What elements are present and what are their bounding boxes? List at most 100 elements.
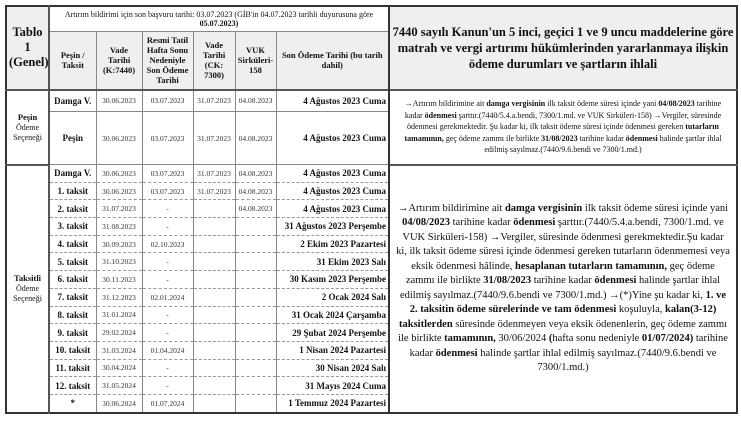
installment-label: 3. taksit: [48, 217, 97, 236]
table-title: 7440 sayılı Kanun'un 5 inci, geçici 1 ve…: [388, 5, 738, 90]
table-row: 7. taksit 31.12.2023 02.01.2024 2 Ocak 2024…: [6, 287, 737, 307]
note-segment: ödenmesi: [435, 347, 478, 359]
table-row: 9. taksit 29.02.2024- 29 Şubat 2024 Perşem…: [6, 323, 737, 342]
final-payment-date: 4 Ağustos 2023 Cuma: [275, 199, 390, 219]
note-segment: 1. ve 2. taksitin ödeme sürelerinde ve t…: [409, 289, 727, 316]
note-segment: tarihine kadar: [409, 333, 728, 359]
due-date-ck: [192, 340, 236, 360]
due-date: 30.06.2023: [95, 111, 143, 165]
due-date: 30.04.2024: [95, 358, 143, 378]
due-date-ck: 31.07.2023: [192, 88, 236, 112]
holiday-due-date: 03.07.2023: [141, 181, 194, 201]
note-segment: 04/08/2023: [658, 99, 695, 109]
column-header: Peşin / Taksit: [48, 31, 97, 90]
final-payment-date: 31 Mayıs 2024 Cuma: [275, 376, 390, 395]
due-date-ck: [192, 323, 236, 342]
note-segment: 31/08/2023: [541, 133, 578, 143]
holiday-due-date: -: [141, 376, 194, 395]
due-date-ck: [192, 199, 236, 219]
note-segment: damga vergisinin: [486, 99, 546, 109]
note-segment: ödenmesi: [594, 275, 637, 287]
vuk-date: [234, 305, 277, 325]
column-header: Son Ödeme Tarihi (bu tarih dahil): [275, 31, 390, 90]
holiday-due-date: -: [141, 323, 194, 342]
note-segment: ilk taksit ödeme süresi içinde yani: [582, 202, 729, 214]
final-payment-date: 30 Kasım 2023 Perşembe: [275, 270, 390, 289]
note-segment: ödenmesi: [625, 133, 658, 143]
holiday-due-date: 03.07.2023: [141, 164, 194, 183]
final-payment-date: 2 Ocak 2024 Salı: [275, 287, 390, 307]
column-header: Vade Tarihi (K:7440): [95, 31, 143, 90]
table-row: 10. taksit 31.03.2024 01.04.2024 1 Nisan 20…: [6, 340, 737, 360]
due-date: 31.05.2024: [95, 376, 143, 395]
installment-label: Damga V.: [48, 164, 97, 183]
note-segment: şarttır.(7440/5.4.a.bendi, 7300/1.md. ve…: [396, 217, 730, 272]
note-segment: tarihine kadar: [577, 133, 626, 143]
note-segment: damga vergisinin: [504, 202, 583, 214]
vuk-date: [234, 287, 277, 307]
final-payment-date: 29 Şubat 2024 Perşembe: [275, 323, 390, 342]
note-segment: tamamının,: [444, 333, 496, 345]
vuk-date: [234, 270, 277, 289]
note-segment: tarihine kadar: [404, 99, 722, 120]
due-date-ck: [192, 270, 236, 289]
due-date: 29.02.2024: [95, 323, 143, 342]
table-row: 8. taksit 31.01.2024- 31 Ocak 2024 Çarşamb…: [6, 305, 737, 325]
note-segment: (: [548, 333, 553, 345]
note-segment: şarttır.(7440/5.4.a.bendi, 7300/1.md. ve…: [407, 110, 722, 132]
due-date-ck: 31.07.2023: [192, 181, 236, 201]
vuk-date: [234, 340, 277, 360]
holiday-due-date: 01.07.2024: [141, 393, 194, 414]
due-date: 30.06.2023: [95, 164, 143, 183]
final-payment-date: 4 Ağustos 2023 Cuma: [275, 111, 390, 165]
note-segment: halinde şartlar ihlal edilmiş sayılmaz.(…: [477, 347, 717, 374]
installment-label: 1. taksit: [48, 181, 97, 201]
table-row: 12. taksit 31.05.2024- 31 Mayıs 2024 Cuma: [6, 376, 737, 395]
holiday-due-date: 03.07.2023: [141, 88, 194, 112]
final-payment-date: 4 Ağustos 2023 Cuma: [275, 181, 390, 201]
final-payment-date: 1 Temmuz 2024 Pazartesi: [275, 393, 390, 414]
vuk-date: [234, 217, 277, 236]
holiday-due-date: 03.07.2023: [141, 111, 194, 165]
table-label: Tablo 1 (Genel): [5, 5, 50, 90]
table-row: Taksitli Ödeme Seçeneği Damga V. 30.06.2023 0…: [5, 163, 738, 414]
due-date: 30.09.2023: [95, 234, 143, 254]
installment-label: 11. taksit: [48, 358, 97, 378]
due-date: 30.11.2023: [95, 270, 143, 289]
vuk-date: 04.08.2023: [234, 111, 277, 165]
vuk-date: 04.08.2023: [234, 164, 277, 183]
column-header: Vade Tarihi (CK: 7300): [192, 31, 236, 90]
vuk-date: [234, 376, 277, 395]
vuk-date: [234, 323, 277, 342]
holiday-due-date: -: [141, 217, 194, 236]
installment-label: *: [48, 393, 97, 414]
due-date-ck: [192, 305, 236, 325]
column-header: Resmi Tatil Hafta Sonu Nedeniyle Son Öde…: [141, 31, 194, 90]
info-date: 05.07.2023): [199, 19, 239, 28]
due-date-ck: [192, 358, 236, 378]
installment-label: 10. taksit: [48, 340, 97, 360]
final-payment-date: 30 Nisan 2024 Salı: [275, 358, 390, 378]
due-date: 31.07.2023: [95, 199, 143, 219]
note-segment: kalan(3-12) taksitlerden: [399, 304, 717, 330]
vuk-date: [234, 393, 277, 414]
group-label-text: Taksitli Ödeme Seçeneği: [13, 273, 42, 304]
holiday-due-date: 02.01.2024: [141, 287, 194, 307]
holiday-due-date: -: [141, 252, 194, 272]
installment-label: 8. taksit: [48, 305, 97, 325]
due-date: 31.12.2023: [95, 287, 143, 307]
due-date: 31.08.2023: [95, 217, 143, 236]
note-segment: ödenmesi: [513, 217, 556, 229]
due-date: 31.01.2024: [95, 305, 143, 325]
note-segment: geç ödeme zammı ile birlikte: [443, 133, 542, 143]
holiday-due-date: -: [141, 358, 194, 378]
note-segment: süresinde ödenmeyen veya eksik ödenenler…: [398, 318, 728, 345]
due-date-ck: [192, 376, 236, 395]
note-segment: 04/08/2023: [402, 217, 451, 229]
conditions-note: →Artırım bildirimine ait damga vergisini…: [388, 163, 738, 414]
note-segment: hesaplanan tutarların tamamının,: [515, 260, 667, 272]
group-label: Peşin Ödeme Seçeneği: [5, 88, 50, 165]
note-segment: ilk taksit ödeme süresi içinde yani: [545, 99, 659, 109]
installment-label: 7. taksit: [48, 287, 97, 307]
note-segment: →Artırım bildirimine ait: [404, 99, 487, 109]
